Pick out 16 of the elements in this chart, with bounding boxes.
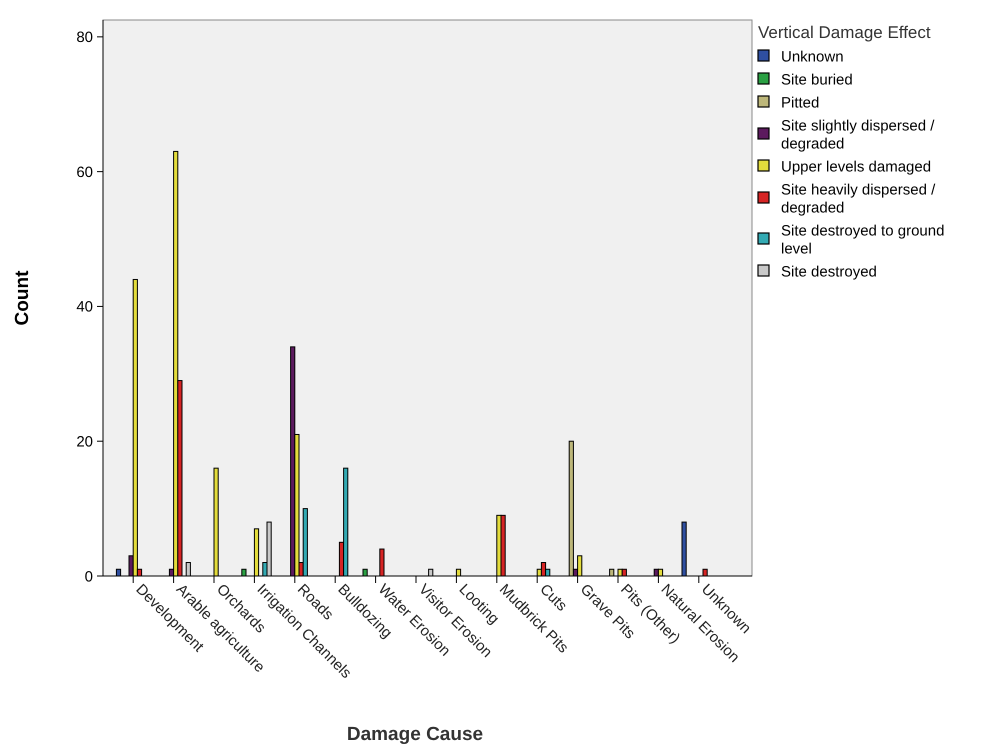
- legend-label: Site destroyed to ground level: [781, 222, 944, 258]
- y-tick-label: 80: [76, 29, 93, 46]
- y-tick-label: 0: [84, 568, 93, 586]
- legend-label: Site buried: [781, 71, 853, 88]
- legend-label: Site heavily dispersed / degraded: [781, 181, 936, 216]
- y-tick-label: 60: [76, 164, 93, 181]
- legend-label: Site slightly dispersed / degraded: [781, 117, 936, 152]
- legend-label: Site destroyed: [781, 263, 877, 280]
- y-tick-label: 40: [76, 298, 93, 316]
- y-axis-title: Count: [12, 270, 33, 326]
- legend-label: Pitted: [781, 94, 820, 112]
- legend-label: Unknown: [781, 48, 844, 66]
- y-tick-label: 20: [76, 433, 93, 450]
- x-axis-title: Damage Cause: [346, 724, 484, 745]
- legend-title: Vertical Damage Effect: [758, 23, 931, 42]
- legend-label: Upper levels damaged: [781, 158, 932, 176]
